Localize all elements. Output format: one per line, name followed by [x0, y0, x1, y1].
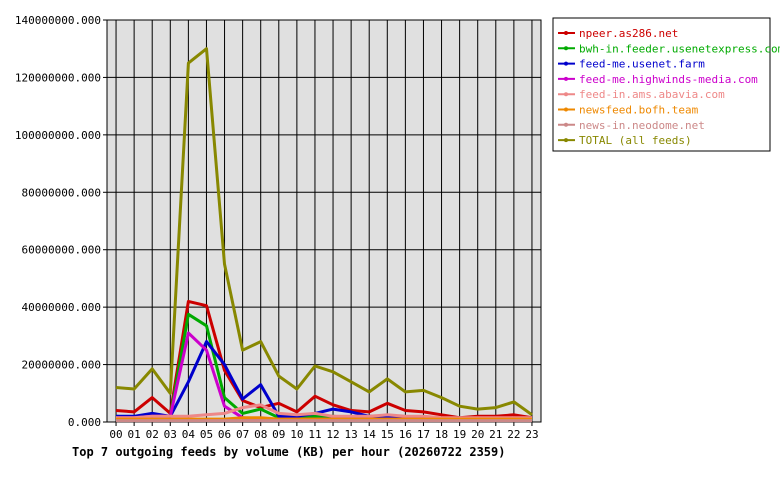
legend-marker	[564, 46, 568, 51]
legend-label: newsfeed.bofh.team	[579, 104, 699, 117]
legend-marker	[564, 107, 568, 112]
legend-label: TOTAL (all feeds)	[579, 134, 692, 147]
legend: npeer.as286.net bwh-in.feeder.usenetexpre…	[552, 17, 780, 152]
y-tick-label: 100000000.000	[15, 129, 101, 142]
x-tick-label: 19	[453, 428, 466, 441]
x-tick-label: 08	[254, 428, 267, 441]
x-tick-label: 06	[218, 428, 231, 441]
x-tick-label: 11	[308, 428, 321, 441]
x-tick-label: 07	[236, 428, 249, 441]
y-tick-label: 0.000	[68, 416, 101, 429]
x-tick-label: 17	[417, 428, 430, 441]
series-layer	[115, 47, 533, 423]
x-tick-label: 18	[435, 428, 448, 441]
legend-label: feed-me.highwinds-media.com	[579, 73, 758, 86]
legend-marker	[564, 61, 568, 66]
y-tick-label: 60000000.000	[22, 244, 101, 257]
x-tick-label: 13	[345, 428, 358, 441]
legend-marker	[564, 122, 568, 127]
legend-marker	[564, 92, 568, 97]
legend-label: feed-me.usenet.farm	[579, 58, 705, 71]
series-line-5	[116, 416, 532, 421]
y-tick-label: 140000000.000	[15, 14, 101, 27]
x-tick-label: 22	[507, 428, 520, 441]
y-axis: 0.000 20000000.000 40000000.000 60000000.00…	[15, 14, 107, 429]
y-tick-label: 120000000.000	[15, 71, 101, 84]
legend-box	[552, 17, 771, 152]
x-tick-label: 20	[471, 428, 484, 441]
x-tick-label: 01	[128, 428, 141, 441]
x-tick-label: 12	[326, 428, 339, 441]
x-axis: 00 01 02 03 04 05 06 07 08 09 10 11 12 13 14 15 16 17 18 19…	[109, 422, 539, 441]
legend-label: npeer.as286.net	[579, 27, 678, 40]
legend-label: news-in.neodome.net	[579, 119, 705, 132]
legend-marker	[564, 31, 568, 35]
x-tick-label: 05	[200, 428, 213, 441]
legend-marker	[564, 76, 568, 81]
legend-label: bwh-in.feeder.usenetexpress.com	[579, 42, 780, 55]
x-tick-label: 02	[146, 428, 159, 441]
x-tick-label: 15	[381, 428, 394, 441]
y-tick-label: 80000000.000	[22, 186, 101, 199]
legend-label: feed-in.ams.abavia.com	[579, 88, 725, 101]
legend-marker	[564, 138, 568, 143]
x-tick-label: 14	[363, 428, 377, 441]
chart-title: Top 7 outgoing feeds by volume (KB) per …	[72, 445, 505, 459]
x-tick-label: 09	[272, 428, 285, 441]
x-tick-label: 21	[489, 428, 502, 441]
x-tick-label: 04	[182, 428, 196, 441]
x-tick-label: 03	[164, 428, 177, 441]
x-tick-label: 16	[399, 428, 412, 441]
series-line-7	[115, 47, 533, 417]
y-tick-label: 40000000.000	[22, 301, 101, 314]
y-tick-label: 20000000.000	[22, 359, 101, 372]
x-tick-label: 23	[525, 428, 538, 441]
x-tick-label: 10	[290, 428, 303, 441]
x-tick-label: 00	[109, 428, 122, 441]
